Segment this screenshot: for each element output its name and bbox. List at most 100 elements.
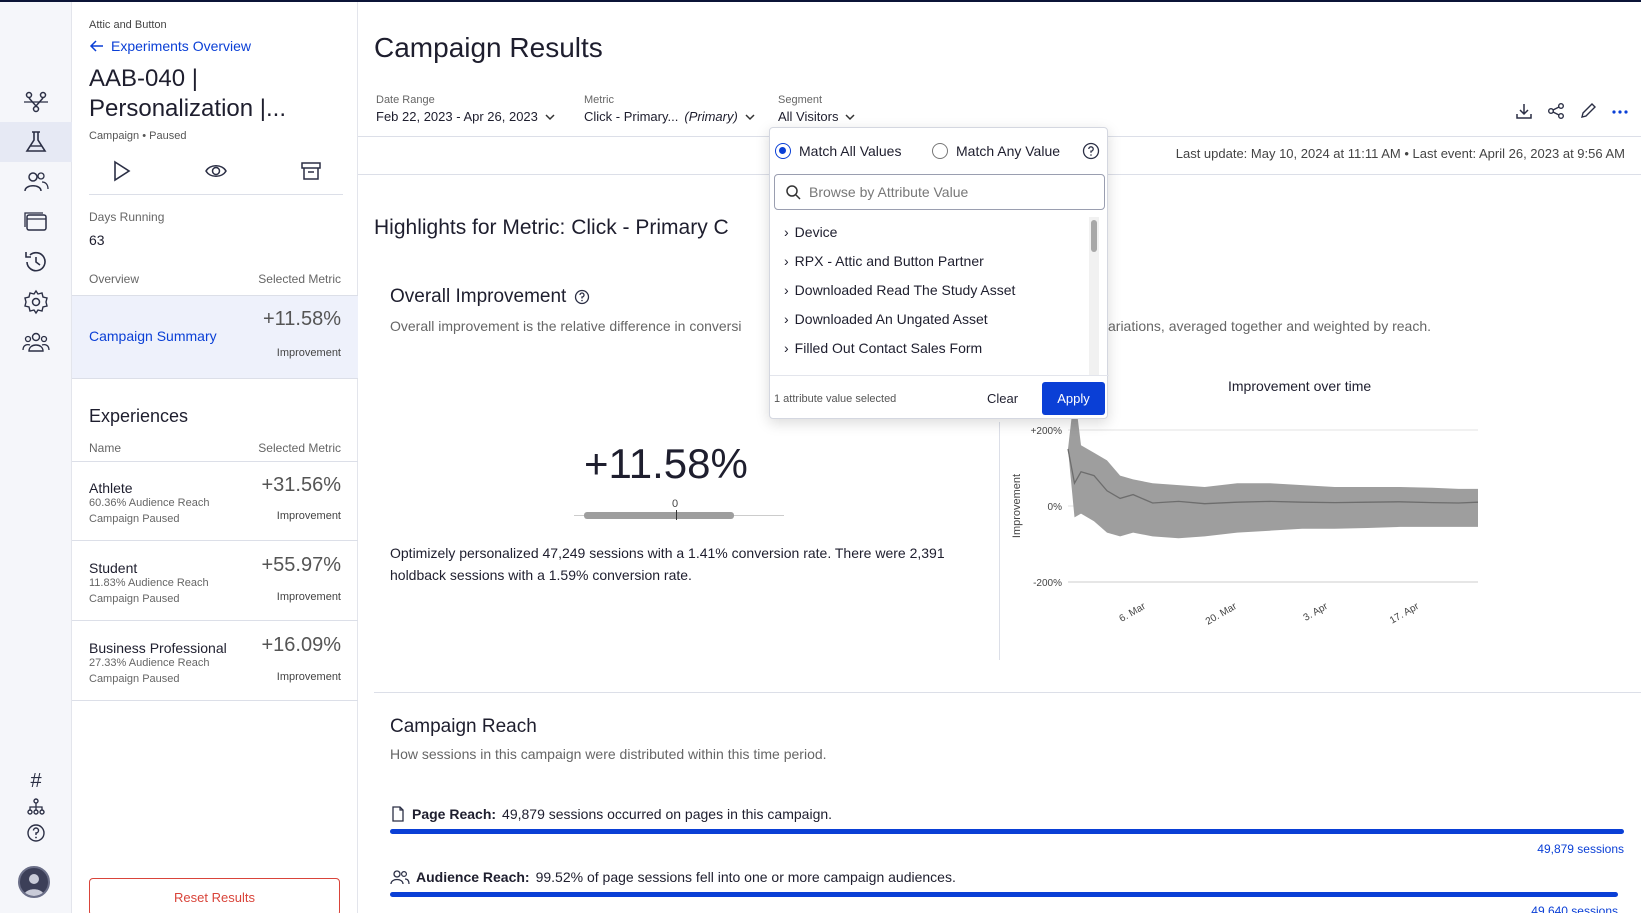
- page-reach-bar: [390, 829, 1624, 834]
- chart-separator: [999, 422, 1000, 660]
- clear-button[interactable]: Clear: [987, 391, 1019, 406]
- chevron-down-icon: [545, 113, 555, 120]
- hierarchy-icon[interactable]: [0, 794, 72, 820]
- nav-settings[interactable]: [0, 282, 72, 322]
- date-range-filter[interactable]: Date Range Feb 22, 2023 - Apr 26, 2023: [376, 94, 556, 124]
- download-icon[interactable]: [1515, 102, 1533, 120]
- chevron-right-icon: ›: [784, 252, 789, 269]
- divider: [72, 540, 358, 541]
- nav-pages[interactable]: [0, 202, 72, 242]
- divider: [72, 295, 358, 296]
- share-icon[interactable]: [1547, 102, 1565, 120]
- match-mode-row: Match All Values Match Any Value: [770, 137, 1109, 165]
- gear-icon: [24, 289, 48, 315]
- chart-title: Improvement over time: [1228, 378, 1372, 394]
- experience-state: Campaign Paused: [89, 513, 180, 525]
- x-tick-label: 20. Mar: [1204, 601, 1239, 628]
- overall-improvement-value: +11.58%: [584, 440, 748, 487]
- help-icon[interactable]: [0, 820, 72, 846]
- overall-improvement-desc: Overall improvement is the relative diff…: [390, 318, 742, 334]
- attribute-search-input[interactable]: Browse by Attribute Value: [774, 174, 1105, 210]
- experiences-heading: Experiences: [89, 406, 189, 426]
- avatar[interactable]: [18, 866, 50, 898]
- nav-experiments[interactable]: [0, 122, 72, 162]
- date-range-value: Feb 22, 2023 - Apr 26, 2023: [376, 109, 538, 124]
- top-accent-bar: [0, 0, 1641, 2]
- days-running-label: Days Running: [89, 210, 165, 224]
- attribute-item-label: Device: [794, 223, 838, 240]
- segment-label: Segment: [778, 94, 823, 106]
- eye-icon[interactable]: [204, 159, 228, 183]
- last-update-text: Last update: May 10, 2024 at 11:11 AM • …: [1175, 146, 1625, 161]
- match-all-radio[interactable]: Match All Values: [775, 143, 901, 159]
- pencil-icon[interactable]: [1579, 102, 1597, 120]
- y-tick-label: 0%: [1048, 502, 1063, 513]
- page-reach-count: 49,879 sessions: [1537, 842, 1624, 856]
- gauge-interval-bar: [584, 512, 734, 519]
- attribute-list: › Device › RPX - Attic and Button Partner …: [770, 217, 1109, 375]
- match-any-label: Match Any Value: [956, 143, 1061, 159]
- campaign-summary-row[interactable]: [72, 296, 358, 378]
- campaign-summary-link[interactable]: Campaign Summary: [89, 328, 217, 344]
- segment-filter[interactable]: Segment All Visitors: [778, 94, 856, 124]
- highlights-title: Highlights for Metric: Click - Primary C: [374, 216, 729, 239]
- attribute-item-contact-sales[interactable]: › Filled Out Contact Sales Form: [770, 333, 1109, 362]
- history-icon: [25, 251, 46, 272]
- org-name: Attic and Button: [89, 19, 167, 31]
- users-icon: [390, 870, 410, 885]
- back-link-label: Experiments Overview: [111, 38, 252, 54]
- experience-value-label: Improvement: [276, 671, 341, 683]
- experience-name: Athlete: [89, 480, 133, 496]
- y-axis-label: Improvement: [1011, 474, 1023, 538]
- experience-value: +31.56%: [261, 474, 341, 496]
- back-link[interactable]: Experiments Overview: [89, 38, 251, 54]
- gauge-zero-label: 0: [672, 498, 679, 510]
- help-icon[interactable]: [574, 289, 590, 305]
- nav-flows[interactable]: [0, 82, 72, 122]
- scrollbar-thumb[interactable]: [1091, 220, 1097, 252]
- metric-value: Click - Primary...: [584, 109, 679, 124]
- nav-history[interactable]: [0, 242, 72, 282]
- overview-label: Overview: [89, 272, 140, 286]
- series-line: [1067, 448, 1479, 505]
- audience-reach-text: 99.52% of page sessions fell into one or…: [535, 869, 956, 885]
- name-column-label: Name: [89, 441, 122, 455]
- page-reach-line: Page Reach: 49,879 sessions occurred on …: [390, 806, 832, 822]
- results-toolbar: [1515, 102, 1629, 120]
- archive-icon[interactable]: [299, 159, 323, 183]
- divider: [89, 194, 343, 195]
- overall-improvement-title: Overall Improvement: [390, 286, 590, 308]
- play-icon[interactable]: [109, 159, 133, 183]
- days-running-value: 63: [89, 232, 105, 248]
- experiment-status: Paused: [149, 130, 187, 142]
- experience-value-label: Improvement: [276, 591, 341, 603]
- attribute-search-placeholder: Browse by Attribute Value: [809, 184, 969, 200]
- flow-icon: [24, 91, 48, 113]
- attribute-item-label: RPX - Attic and Button Partner: [794, 252, 984, 269]
- attribute-item-device[interactable]: › Device: [770, 217, 1109, 246]
- nav-audiences[interactable]: [0, 162, 72, 202]
- document-icon: [392, 806, 404, 822]
- dropdown-footer: 1 attribute value selected Clear Apply: [770, 375, 1109, 420]
- experiment-toolbar: [89, 154, 343, 188]
- segment-dropdown: Match All Values Match Any Value Browse …: [769, 127, 1109, 420]
- page-title: Campaign Results: [374, 32, 603, 63]
- hashtag-icon[interactable]: #: [30, 769, 42, 792]
- attribute-item-ungated-asset[interactable]: › Downloaded An Ungated Asset: [770, 304, 1109, 333]
- more-icon[interactable]: [1611, 102, 1629, 120]
- campaign-reach-desc: How sessions in this campaign were distr…: [390, 746, 827, 762]
- match-any-radio[interactable]: Match Any Value: [932, 143, 1060, 159]
- flask-icon: [25, 131, 47, 152]
- chevron-right-icon: ›: [784, 310, 789, 327]
- separator-dot: •: [142, 130, 150, 142]
- nav-team[interactable]: [0, 322, 72, 362]
- apply-button[interactable]: Apply: [1042, 382, 1105, 415]
- date-range-label: Date Range: [376, 94, 435, 106]
- attribute-item-read-study[interactable]: › Downloaded Read The Study Asset: [770, 275, 1109, 304]
- reset-results-button[interactable]: Reset Results: [89, 878, 340, 913]
- attribute-item-rpx[interactable]: › RPX - Attic and Button Partner: [770, 246, 1109, 275]
- scrollbar-track[interactable]: [1089, 217, 1099, 375]
- metric-filter[interactable]: Metric Click - Primary... (Primary): [584, 94, 756, 124]
- help-icon[interactable]: [1082, 142, 1100, 160]
- divider: [374, 692, 1641, 693]
